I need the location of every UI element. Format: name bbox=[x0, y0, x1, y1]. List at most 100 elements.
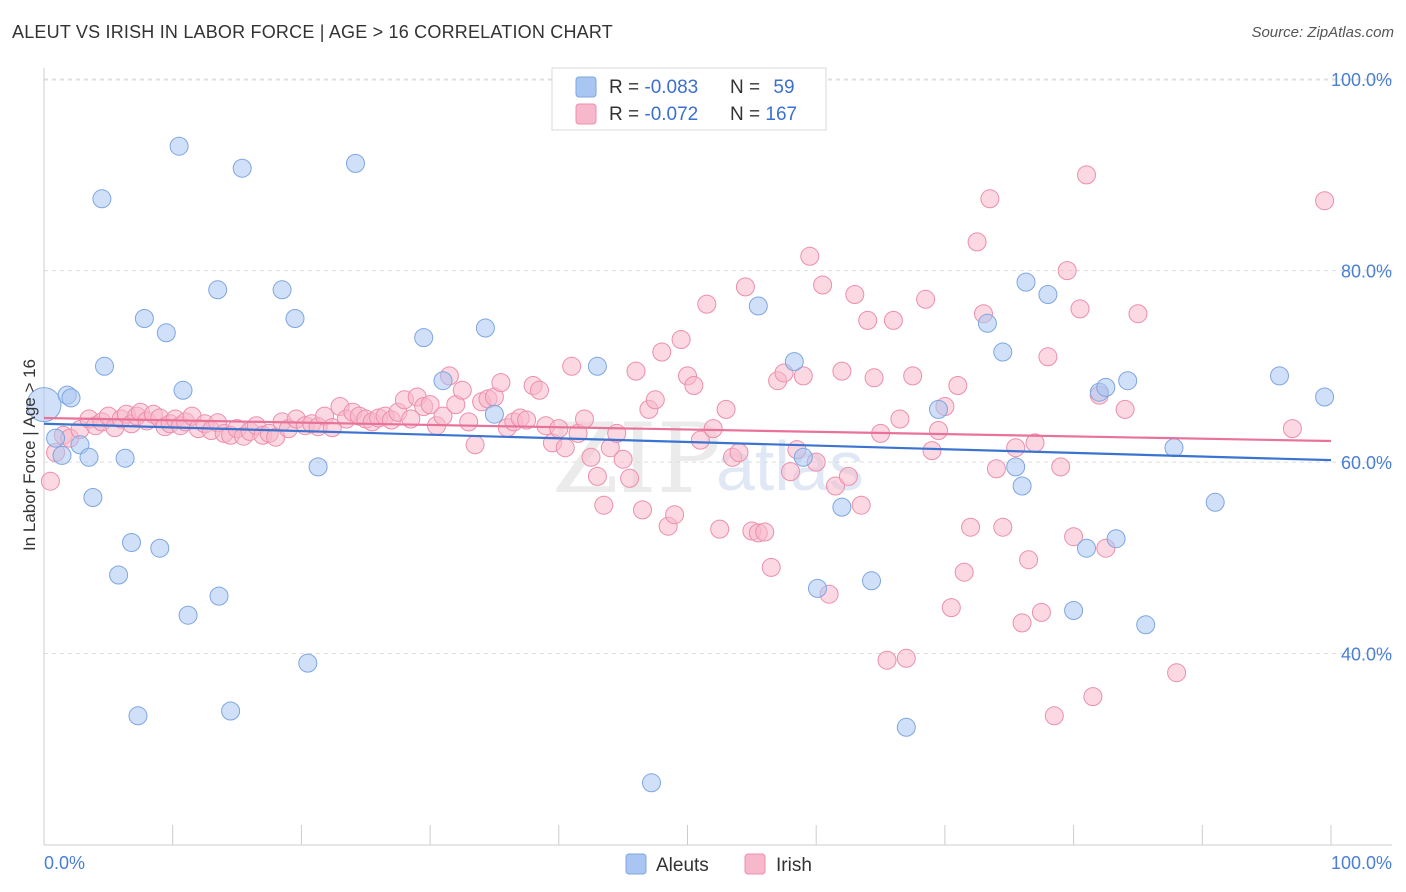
irish-point bbox=[633, 500, 652, 520]
irish-point bbox=[941, 598, 961, 618]
irish-point bbox=[420, 395, 440, 415]
aleut-point bbox=[173, 380, 193, 400]
irish-point bbox=[948, 376, 968, 395]
x-tick-label-100: 100.0% bbox=[1331, 853, 1392, 873]
aleut-point bbox=[150, 538, 170, 558]
irish-point bbox=[1064, 527, 1084, 547]
legend-n-label-irish: N = bbox=[730, 104, 765, 125]
irish-point bbox=[896, 648, 916, 668]
aleut-point bbox=[1077, 538, 1096, 558]
irish-point bbox=[665, 505, 685, 525]
aleut-point bbox=[929, 399, 948, 419]
aleut-point bbox=[642, 773, 661, 793]
irish-point bbox=[967, 232, 987, 252]
irish-point bbox=[986, 459, 1006, 479]
x-tick-label-0: 0.0% bbox=[44, 853, 85, 873]
irish-point bbox=[993, 517, 1013, 537]
irish-point bbox=[1315, 191, 1335, 211]
irish-point bbox=[864, 368, 884, 388]
aleut-point bbox=[92, 189, 112, 209]
aleut-point bbox=[1096, 377, 1116, 397]
y-tick-label-40: 40.0% bbox=[1341, 645, 1392, 665]
aleut-point bbox=[298, 653, 318, 673]
irish-point bbox=[1070, 299, 1090, 319]
irish-point bbox=[626, 361, 646, 381]
aleut-point bbox=[748, 296, 768, 316]
irish-point bbox=[781, 462, 800, 482]
irish-point bbox=[1044, 706, 1064, 726]
irish-point bbox=[587, 466, 607, 486]
aleut-point bbox=[169, 136, 189, 156]
irish-point bbox=[703, 419, 723, 439]
irish-point bbox=[1019, 550, 1039, 570]
legend-n-label-aleuts: N = bbox=[730, 77, 765, 98]
irish-point bbox=[1083, 687, 1103, 707]
aleut-point bbox=[587, 356, 607, 376]
aleut-point bbox=[61, 388, 81, 408]
aleut-point bbox=[26, 387, 62, 423]
irish-point bbox=[1057, 261, 1077, 281]
aleut-point bbox=[1205, 492, 1225, 512]
aleut-point bbox=[134, 309, 154, 328]
irish-point bbox=[793, 366, 813, 386]
irish-point bbox=[1128, 304, 1148, 324]
bottom-legend-label-irish: Irish bbox=[776, 855, 812, 876]
aleut-point bbox=[896, 717, 916, 737]
aleut-point bbox=[46, 428, 66, 448]
irish-point bbox=[684, 376, 704, 395]
irish-point bbox=[755, 522, 775, 542]
aleut-point bbox=[178, 605, 198, 625]
irish-point bbox=[1282, 419, 1302, 439]
irish-point bbox=[1051, 457, 1071, 477]
axes bbox=[43, 68, 1392, 846]
aleut-point bbox=[79, 447, 99, 467]
aleut-point bbox=[793, 447, 813, 467]
bottom-legend: Aleuts Irish bbox=[625, 853, 812, 876]
aleut-point bbox=[122, 533, 141, 552]
legend-swatch-aleuts bbox=[575, 76, 597, 98]
legend: R = -0.083 N = 59 R = -0.072 N = 167 bbox=[551, 67, 827, 131]
aleut-point bbox=[109, 565, 129, 585]
aleut-point bbox=[209, 586, 229, 606]
aleut-point bbox=[1006, 457, 1026, 477]
irish-point bbox=[954, 562, 974, 582]
irish-point bbox=[1031, 602, 1051, 622]
irish-point bbox=[1006, 438, 1026, 458]
irish-point bbox=[961, 517, 981, 537]
irish-point bbox=[562, 356, 582, 376]
irish-point bbox=[838, 466, 858, 486]
aleut-point bbox=[1106, 529, 1126, 549]
irish-point bbox=[729, 443, 749, 462]
chart-source: Source: ZipAtlas.com bbox=[1251, 24, 1394, 41]
irish-point bbox=[1115, 399, 1135, 419]
legend-r-value-aleuts: -0.083 bbox=[644, 77, 698, 98]
irish-trend-line bbox=[43, 416, 1332, 443]
chart-title: ALEUT VS IRISH IN LABOR FORCE | AGE > 16… bbox=[12, 22, 613, 42]
irish-point bbox=[613, 449, 633, 469]
irish-point bbox=[549, 419, 569, 439]
legend-n-value-aleuts: 59 bbox=[773, 77, 794, 98]
aleut-point bbox=[1118, 371, 1138, 391]
irish-point bbox=[922, 441, 942, 461]
y-tick-label-100: 100.0% bbox=[1331, 70, 1392, 90]
irish-point bbox=[832, 361, 852, 381]
aleut-point bbox=[83, 488, 103, 507]
aleut-point bbox=[977, 313, 997, 333]
irish-point bbox=[980, 189, 1000, 209]
irish-point bbox=[710, 519, 730, 539]
aleut-point bbox=[115, 448, 135, 468]
svg-text:N = 167: N = 167 bbox=[730, 104, 797, 125]
aleut-point bbox=[95, 356, 114, 376]
svg-text:N = 59: N = 59 bbox=[730, 77, 795, 98]
irish-point bbox=[1077, 165, 1096, 185]
aleut-points bbox=[26, 136, 1335, 793]
irish-point bbox=[530, 380, 549, 400]
aleut-point bbox=[808, 578, 827, 598]
aleut-trend-line bbox=[43, 422, 1332, 462]
aleut-point bbox=[1016, 272, 1036, 292]
bottom-legend-swatch-irish bbox=[744, 853, 766, 875]
irish-point bbox=[517, 410, 537, 430]
aleut-point bbox=[156, 323, 176, 343]
irish-point bbox=[1038, 347, 1058, 367]
irish-point bbox=[1012, 613, 1032, 633]
